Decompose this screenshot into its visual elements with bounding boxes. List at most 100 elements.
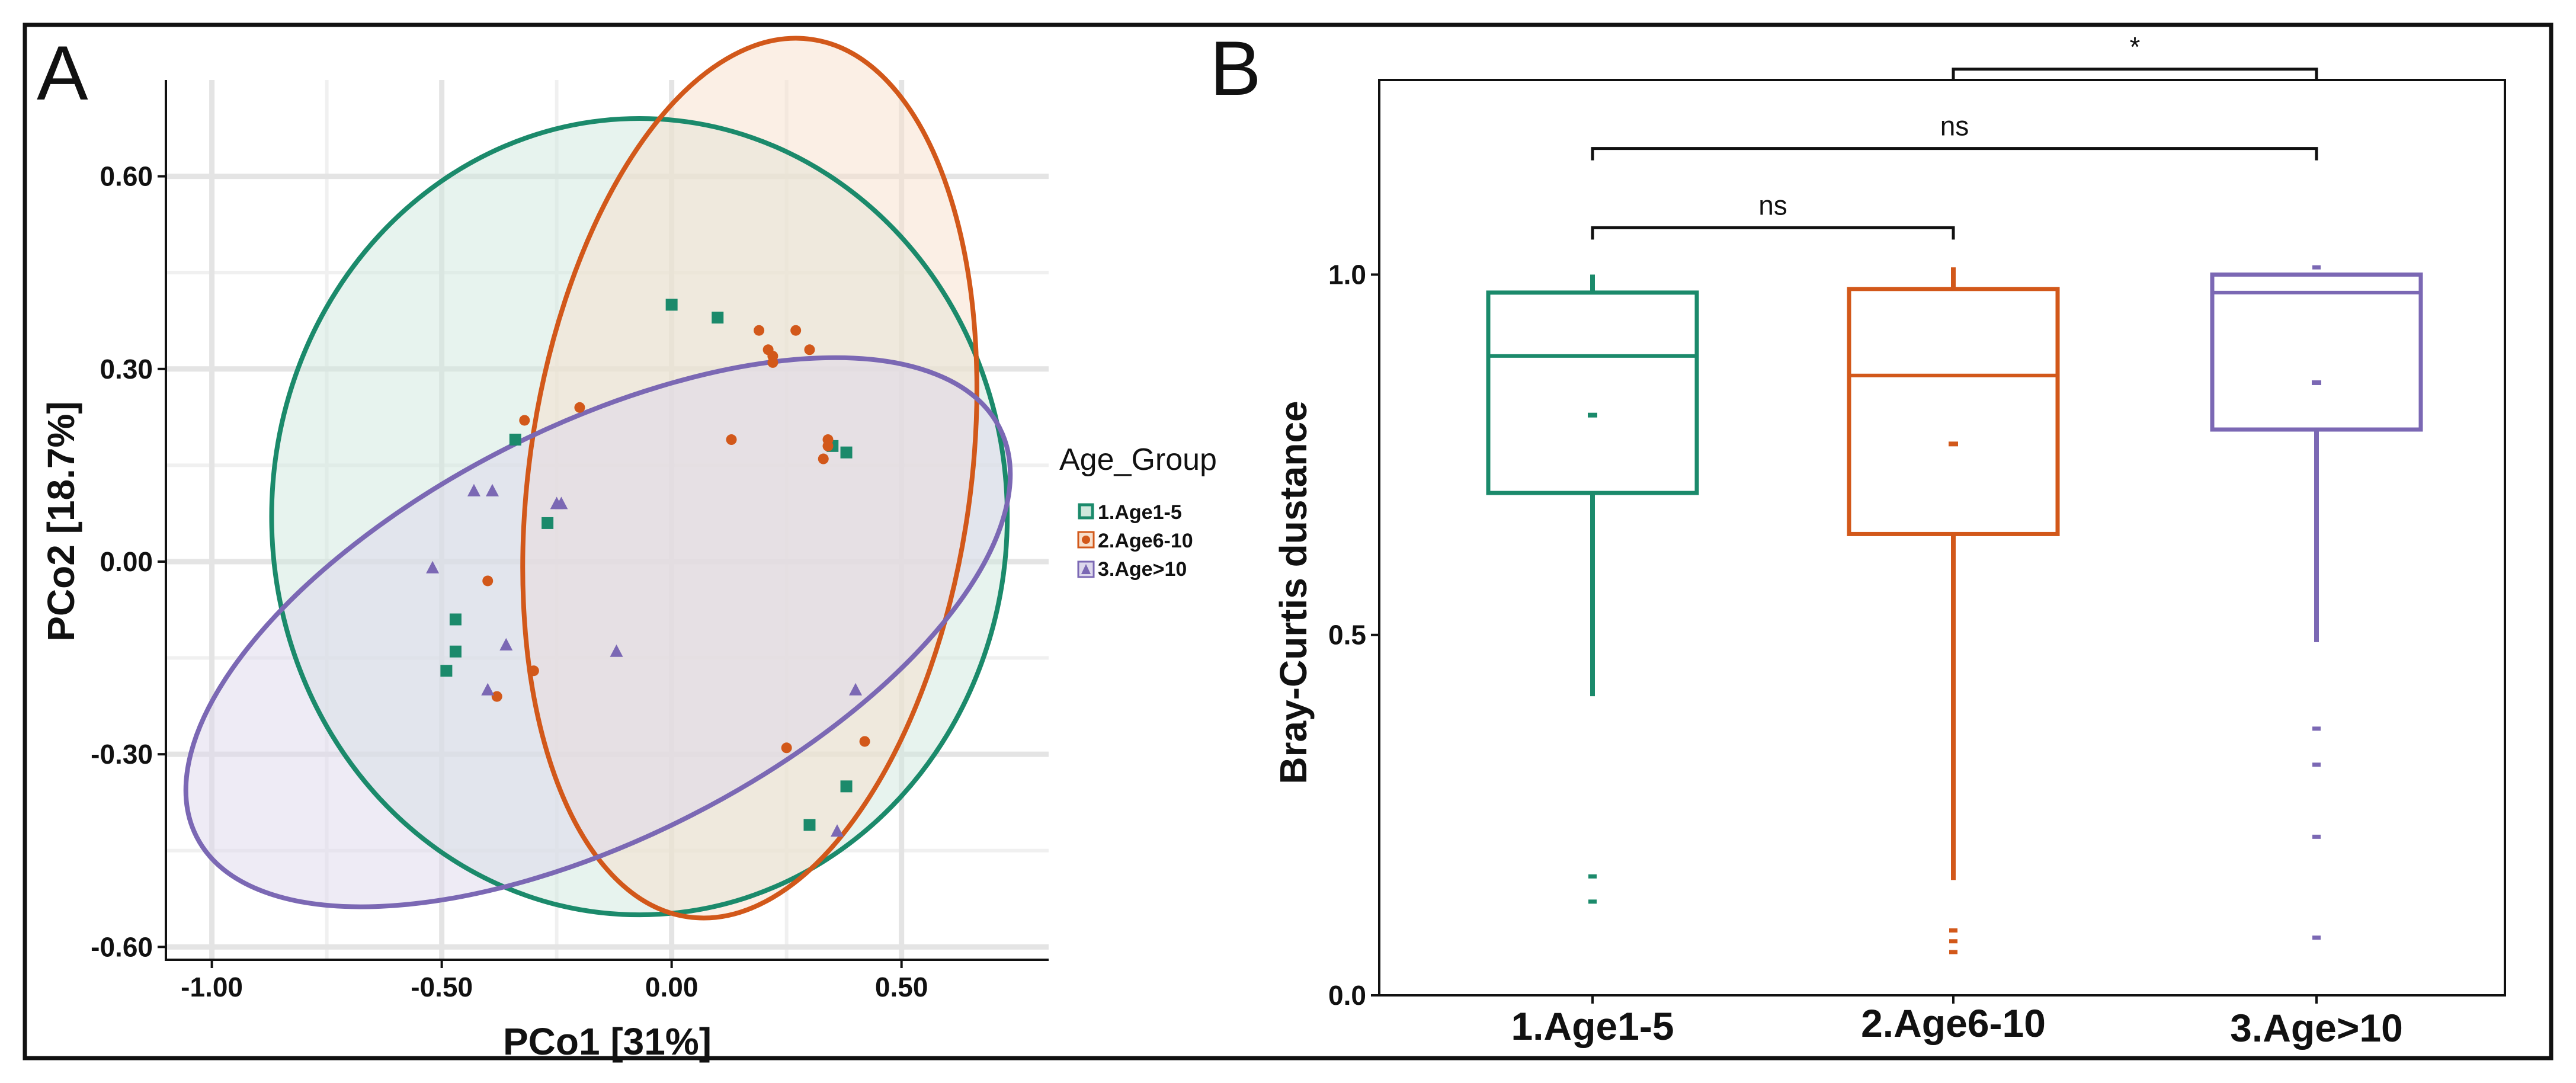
- point-2-age6-10: [804, 344, 815, 355]
- legend-label-age-over-10: 3.Age>10: [1098, 558, 1187, 581]
- panel-a: A -1.00 -0.50 0.00 0.50 -0.60 -0.30 0.00 0.30 0.…: [37, 30, 1217, 1063]
- point-3-ageover-10: [849, 683, 863, 696]
- point-3-ageover-10: [610, 644, 623, 657]
- point-1-age1-5: [542, 517, 554, 529]
- point-1-age1-5: [440, 665, 453, 677]
- mean-marker: [1588, 412, 1597, 418]
- panel-a-letter: A: [37, 30, 88, 116]
- point-1-age1-5: [509, 434, 521, 446]
- figure-frame: [23, 23, 2553, 1060]
- panel-a-x-axis-title: PCo1 [31%]: [503, 1020, 712, 1063]
- panel-b-y-axis-title: Bray-Curtis dustance: [1272, 400, 1315, 784]
- x-tick-label: -0.50: [411, 972, 473, 1002]
- y-tick-label: -0.60: [91, 931, 153, 962]
- significance-bracket: [1952, 68, 2318, 81]
- box-2-age6-10: [1847, 267, 2060, 954]
- point-2-age6-10: [491, 691, 502, 702]
- confidence-ellipse-1-age1-5: [269, 116, 1010, 918]
- x-tick-label: 0.00: [645, 972, 699, 1002]
- confidence-ellipse-3-ageover-10: [183, 355, 1013, 909]
- point-2-age6-10: [767, 357, 778, 368]
- outlier-point: [2312, 935, 2321, 940]
- legend-square-icon: [1078, 503, 1094, 520]
- outlier-point: [1588, 874, 1597, 879]
- point-2-age6-10: [519, 415, 530, 426]
- legend-item-age6-10: 2.Age6-10: [1077, 530, 1193, 552]
- significance-bracket: [1591, 147, 2318, 161]
- panel-b-category-label-age-over-10: 3.Age>10: [2230, 1006, 2403, 1050]
- x-tick-label: 0.50: [875, 972, 928, 1002]
- point-2-age6-10: [781, 742, 792, 754]
- significance-label: ns: [1758, 190, 1787, 220]
- point-2-age6-10: [818, 453, 829, 464]
- significance-label: ns: [1940, 111, 1969, 142]
- panel-a-legend: Age_Group 1.Age1-5 2.Age6-10 3.Age>10: [1059, 443, 1217, 581]
- y-tick-label: 0.0: [1328, 980, 1366, 1011]
- point-2-age6-10: [790, 325, 802, 336]
- point-1-age1-5: [665, 299, 678, 311]
- panel-a-y-axis-title: PCo2 [18.7%]: [40, 401, 82, 641]
- point-3-ageover-10: [555, 496, 568, 510]
- point-1-age1-5: [449, 613, 462, 626]
- confidence-ellipse-fill-3-ageover-10: [185, 357, 1011, 907]
- outlier-point: [2312, 726, 2321, 731]
- point-1-age1-5: [840, 446, 853, 459]
- significance-label: *: [2130, 31, 2141, 62]
- iqr-box: [1847, 287, 2060, 536]
- iqr-box: [2210, 272, 2423, 432]
- panel-b-axes: 0.0 0.5 1.0: [1328, 259, 2318, 1011]
- outlier-point: [1949, 939, 1957, 944]
- box-3-ageover-10: [2210, 265, 2423, 940]
- legend-label-age6-10: 2.Age6-10: [1098, 530, 1193, 552]
- panel-a-ellipses: [183, 36, 1013, 921]
- point-2-age6-10: [528, 665, 539, 677]
- point-1-age1-5: [449, 645, 462, 658]
- panel-b-plot-area: [1378, 79, 2506, 997]
- point-2-age6-10: [859, 736, 870, 747]
- point-3-ageover-10: [481, 683, 495, 696]
- confidence-ellipse-2-age6-10: [520, 36, 979, 921]
- panel-a-points: [426, 299, 870, 837]
- panel-b-boxes: [1486, 265, 2423, 954]
- box-1-age1-5: [1486, 274, 1699, 904]
- point-3-ageover-10: [485, 483, 499, 496]
- y-tick-label: 0.30: [100, 354, 153, 385]
- panel-b-significance-brackets: ns ns *: [1591, 31, 2318, 240]
- panel-b-category-label-age1-5: 1.Age1-5: [1511, 1004, 1674, 1048]
- point-2-age6-10: [574, 402, 585, 413]
- panel-a-axes: -1.00 -0.50 0.00 0.50 -0.60 -0.30 0.00 0.30 0.60: [91, 80, 1049, 1002]
- y-tick-label: 0.5: [1328, 620, 1366, 651]
- outlier-point: [1949, 950, 1957, 954]
- outlier-point: [1588, 899, 1597, 904]
- point-1-age1-5: [803, 819, 816, 831]
- legend-label-age1-5: 1.Age1-5: [1098, 501, 1182, 524]
- mean-marker: [1949, 441, 1958, 447]
- point-3-ageover-10: [499, 637, 513, 651]
- outlier-point: [2312, 834, 2321, 839]
- y-tick-label: 0.00: [100, 546, 153, 577]
- point-3-ageover-10: [831, 824, 844, 837]
- point-2-age6-10: [726, 434, 737, 446]
- x-tick-label: -1.00: [181, 972, 243, 1002]
- point-2-age6-10: [754, 325, 765, 336]
- point-1-age1-5: [712, 312, 724, 324]
- iqr-box: [1486, 290, 1699, 495]
- legend-item-age1-5: 1.Age1-5: [1078, 501, 1182, 524]
- legend-title: Age_Group: [1059, 443, 1217, 477]
- mean-marker: [2312, 380, 2321, 385]
- point-2-age6-10: [482, 575, 494, 587]
- y-tick-label: -0.30: [91, 739, 153, 770]
- outlier-point: [2312, 265, 2321, 270]
- panel-b-letter: B: [1210, 25, 1261, 111]
- y-tick-label: 1.0: [1328, 259, 1366, 290]
- panel-b-category-label-age6-10: 2.Age6-10: [1861, 1001, 2046, 1045]
- point-3-ageover-10: [467, 483, 480, 496]
- point-3-ageover-10: [426, 560, 440, 573]
- legend-item-age-over-10: 3.Age>10: [1077, 558, 1187, 581]
- outlier-point: [1949, 928, 1957, 933]
- point-1-age1-5: [840, 780, 853, 793]
- y-tick-label: 0.60: [100, 161, 153, 192]
- panel-b: B 0.0 0.5 1.0 ns ns * Bray-Curtis dustance 1…: [1210, 25, 2506, 1050]
- outlier-point: [2312, 762, 2321, 767]
